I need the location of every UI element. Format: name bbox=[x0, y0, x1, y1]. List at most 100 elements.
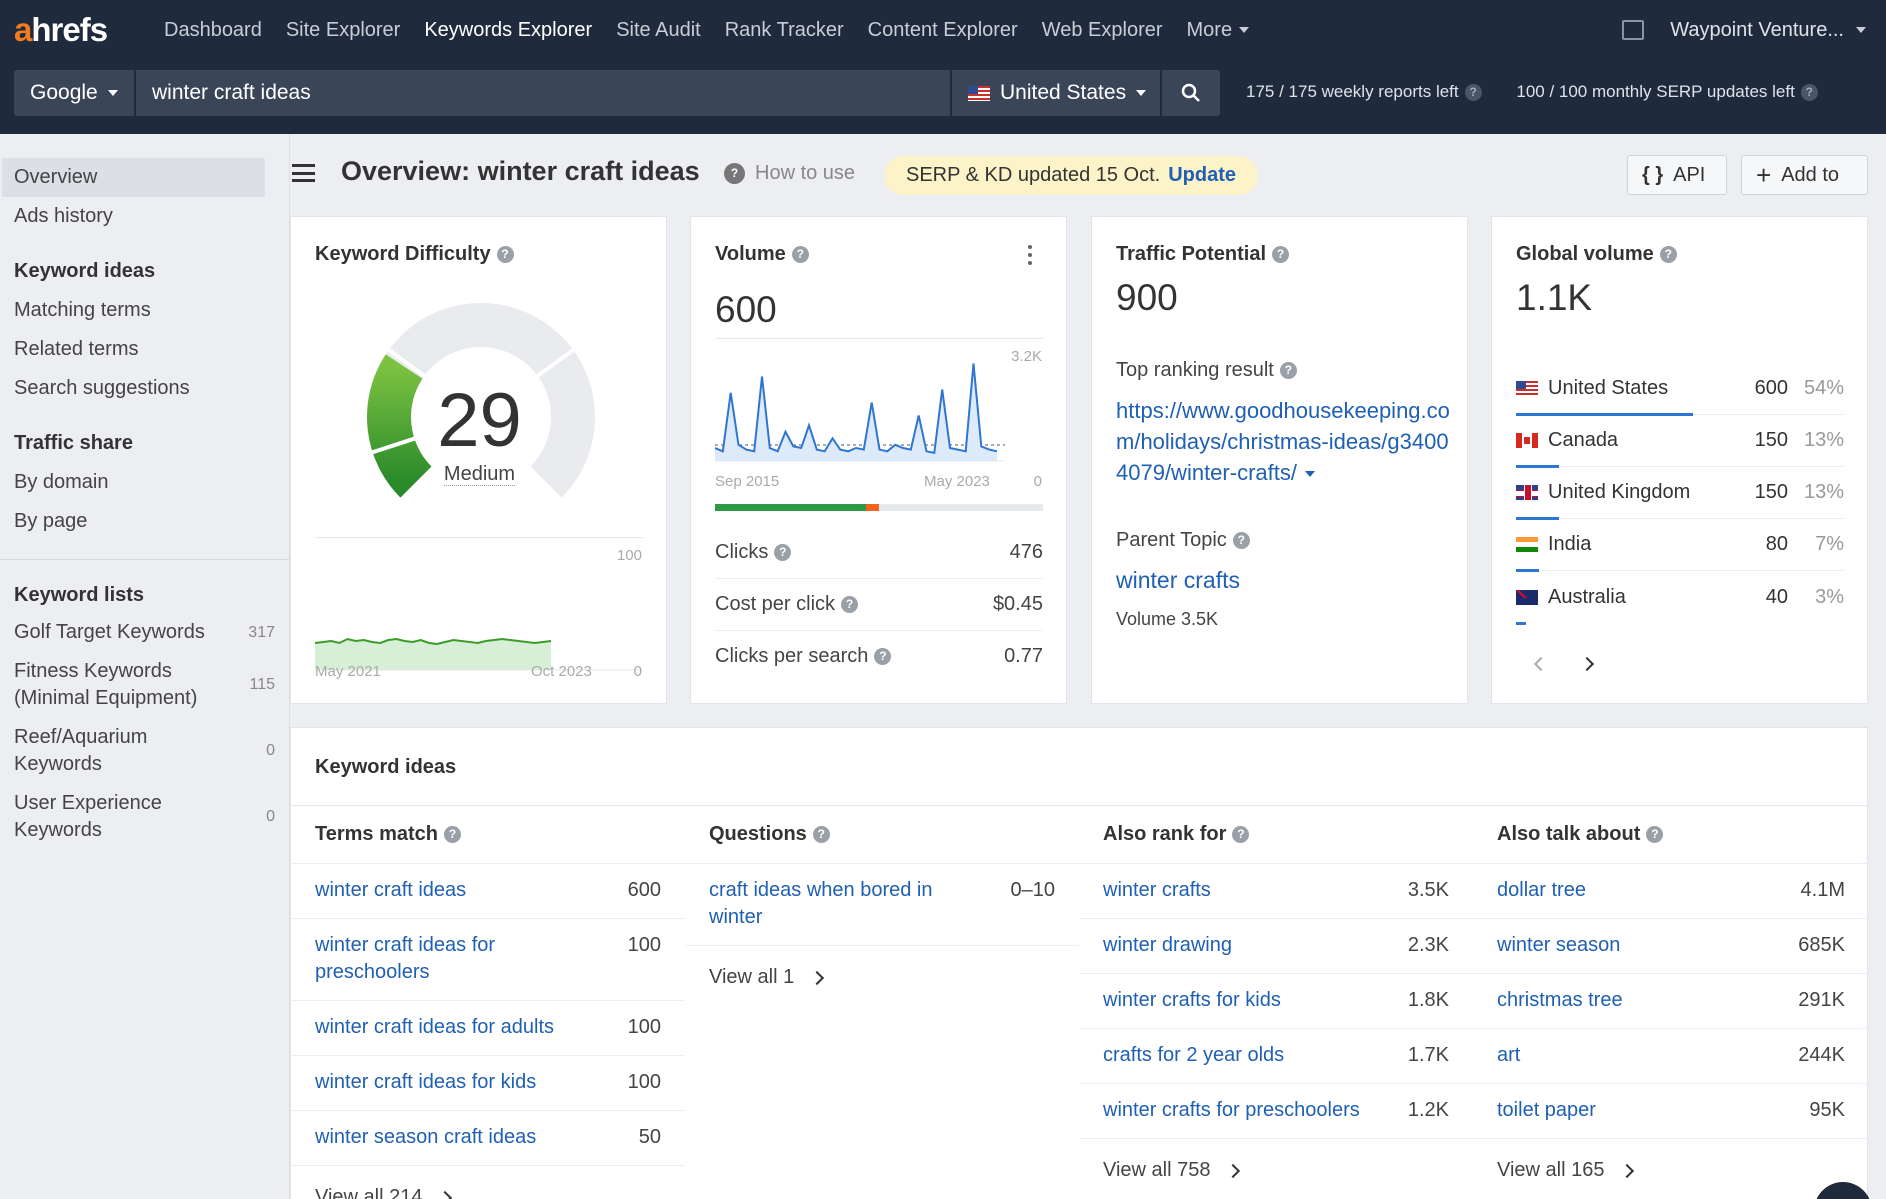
keyword-list-item[interactable]: Reef/Aquarium Keywords 0 bbox=[14, 726, 275, 775]
volume-date-start: Sep 2015 bbox=[715, 473, 780, 490]
parent-topic-link[interactable]: winter crafts bbox=[1116, 567, 1240, 593]
keyword-link[interactable]: crafts for 2 year olds bbox=[1103, 1044, 1285, 1066]
keyword-link[interactable]: winter crafts for preschoolers bbox=[1103, 1099, 1360, 1121]
view-all-link[interactable]: View all 165 bbox=[1473, 1139, 1869, 1199]
keyword-link[interactable]: winter craft ideas for adults bbox=[315, 1016, 554, 1038]
help-icon[interactable] bbox=[1272, 246, 1290, 264]
nav-site-explorer[interactable]: Site Explorer bbox=[285, 18, 401, 41]
divider bbox=[291, 805, 1869, 806]
account-name[interactable]: Waypoint Venture... bbox=[1670, 18, 1844, 41]
sidebar-item-by-domain[interactable]: By domain bbox=[14, 471, 109, 493]
card-title: Traffic Potential bbox=[1116, 243, 1290, 266]
nav-content-explorer[interactable]: Content Explorer bbox=[867, 18, 1018, 41]
keyword-link[interactable]: christmas tree bbox=[1497, 989, 1623, 1011]
top-navigation: ahrefs Dashboard Site Explorer Keywords … bbox=[0, 0, 1886, 60]
nav-dashboard[interactable]: Dashboard bbox=[164, 18, 262, 41]
ahrefs-logo[interactable]: ahrefs bbox=[14, 11, 108, 48]
keyword-link[interactable]: dollar tree bbox=[1497, 879, 1586, 901]
country-share-bar bbox=[1516, 569, 1539, 572]
keyword-link[interactable]: winter craft ideas for kids bbox=[315, 1071, 537, 1093]
keyword-link[interactable]: winter season craft ideas bbox=[315, 1126, 537, 1148]
keyword-link[interactable]: toilet paper bbox=[1497, 1099, 1596, 1121]
add-to-button[interactable]: + Add to bbox=[1741, 155, 1868, 195]
sidebar-item-matching-terms[interactable]: Matching terms bbox=[14, 299, 151, 321]
canada-flag-icon bbox=[1516, 433, 1538, 448]
keyword-link[interactable]: winter drawing bbox=[1103, 934, 1232, 956]
menu-icon[interactable] bbox=[292, 164, 315, 182]
view-all-link[interactable]: View all 214 bbox=[291, 1166, 685, 1199]
caret-down-icon[interactable] bbox=[1304, 471, 1315, 478]
plus-icon: + bbox=[1756, 160, 1772, 190]
help-icon[interactable] bbox=[874, 648, 892, 666]
volume-axis-max: 3.2K bbox=[1011, 348, 1042, 365]
help-icon[interactable] bbox=[1279, 362, 1297, 380]
chevron-right-icon bbox=[1620, 1163, 1635, 1178]
help-icon[interactable] bbox=[496, 246, 514, 264]
update-link[interactable]: Update bbox=[1168, 164, 1237, 186]
help-icon[interactable] bbox=[1659, 246, 1677, 264]
country-select[interactable]: United States bbox=[952, 70, 1160, 116]
sidebar-item-ads-history[interactable]: Ads history bbox=[14, 205, 113, 227]
top-ranking-url[interactable]: https://www.goodhousekeeping.com/holiday… bbox=[1116, 398, 1450, 485]
keyword-link[interactable]: winter crafts for kids bbox=[1103, 989, 1281, 1011]
chart-divider bbox=[315, 537, 643, 538]
keyword-row: winter drawing 2.3K bbox=[1079, 919, 1473, 974]
chevron-left-icon[interactable] bbox=[1533, 656, 1549, 672]
help-icon[interactable] bbox=[444, 826, 462, 843]
volume-date-end: May 2023 bbox=[924, 473, 990, 490]
nav-keywords-explorer[interactable]: Keywords Explorer bbox=[424, 18, 593, 41]
api-button[interactable]: { } API bbox=[1627, 155, 1727, 195]
chevron-right-icon bbox=[438, 1190, 453, 1199]
sidebar-item-by-page[interactable]: By page bbox=[14, 510, 88, 532]
sidebar-item-related-terms[interactable]: Related terms bbox=[14, 338, 139, 360]
help-icon[interactable] bbox=[841, 596, 859, 614]
monitor-icon[interactable] bbox=[1622, 20, 1645, 40]
keyword-list-item[interactable]: Fitness Keywords (Minimal Equipment) 115 bbox=[14, 660, 275, 709]
help-icon[interactable] bbox=[791, 246, 809, 264]
nav-web-explorer[interactable]: Web Explorer bbox=[1041, 18, 1163, 41]
help-icon[interactable] bbox=[812, 826, 830, 843]
search-button[interactable] bbox=[1162, 70, 1220, 116]
country-share-bar bbox=[1516, 517, 1559, 520]
keyword-row: winter crafts for kids 1.8K bbox=[1079, 974, 1473, 1029]
country-row: United States 600 54% bbox=[1516, 363, 1844, 416]
help-icon[interactable] bbox=[774, 543, 792, 561]
account-menu[interactable]: Waypoint Venture... bbox=[1622, 0, 1866, 60]
keyword-list-item[interactable]: Golf Target Keywords 317 bbox=[14, 621, 275, 643]
kd-date-end: Oct 2023 bbox=[531, 663, 592, 680]
keyword-link[interactable]: winter season bbox=[1497, 934, 1621, 956]
keyword-row: christmas tree 291K bbox=[1473, 974, 1869, 1029]
help-icon[interactable] bbox=[1464, 84, 1482, 102]
keyword-link[interactable]: craft ideas when bored in winter bbox=[709, 879, 933, 928]
keyword-link[interactable]: winter craft ideas bbox=[315, 879, 467, 901]
help-icon[interactable] bbox=[1232, 532, 1250, 550]
keyword-list-item[interactable]: User Experience Keywords 0 bbox=[14, 792, 275, 841]
keyword-search-input[interactable] bbox=[136, 70, 950, 116]
nav-site-audit[interactable]: Site Audit bbox=[616, 18, 701, 41]
uk-flag-icon bbox=[1516, 485, 1538, 500]
keyword-link[interactable]: winter crafts bbox=[1103, 879, 1211, 901]
update-notice: SERP & KD updated 15 Oct. Update bbox=[884, 156, 1259, 195]
keyword-link[interactable]: winter craft ideas for preschoolers bbox=[315, 934, 496, 983]
view-all-link[interactable]: View all 1 bbox=[685, 946, 1079, 1009]
more-options-icon[interactable] bbox=[1028, 245, 1032, 249]
how-to-use-link[interactable]: How to use bbox=[724, 162, 855, 185]
sidebar-item-search-suggestions[interactable]: Search suggestions bbox=[14, 377, 190, 399]
nav-more[interactable]: More bbox=[1187, 19, 1250, 42]
help-icon[interactable] bbox=[1646, 826, 1664, 843]
keyword-link[interactable]: art bbox=[1497, 1044, 1521, 1066]
chevron-right-icon[interactable] bbox=[1579, 656, 1595, 672]
chat-widget-button[interactable] bbox=[1814, 1182, 1872, 1199]
sidebar-item-overview[interactable]: Overview bbox=[2, 158, 265, 197]
view-all-link[interactable]: View all 758 bbox=[1079, 1139, 1473, 1199]
country-row: India 80 7% bbox=[1516, 519, 1844, 572]
cpc-row: Cost per click$0.45 bbox=[715, 578, 1043, 630]
nav-rank-tracker[interactable]: Rank Tracker bbox=[724, 18, 844, 41]
help-icon[interactable] bbox=[1232, 826, 1250, 843]
search-engine-select[interactable]: Google bbox=[14, 70, 134, 116]
us-flag-icon bbox=[968, 85, 990, 101]
kd-score: 29 bbox=[437, 378, 522, 463]
help-icon[interactable] bbox=[1800, 84, 1818, 102]
